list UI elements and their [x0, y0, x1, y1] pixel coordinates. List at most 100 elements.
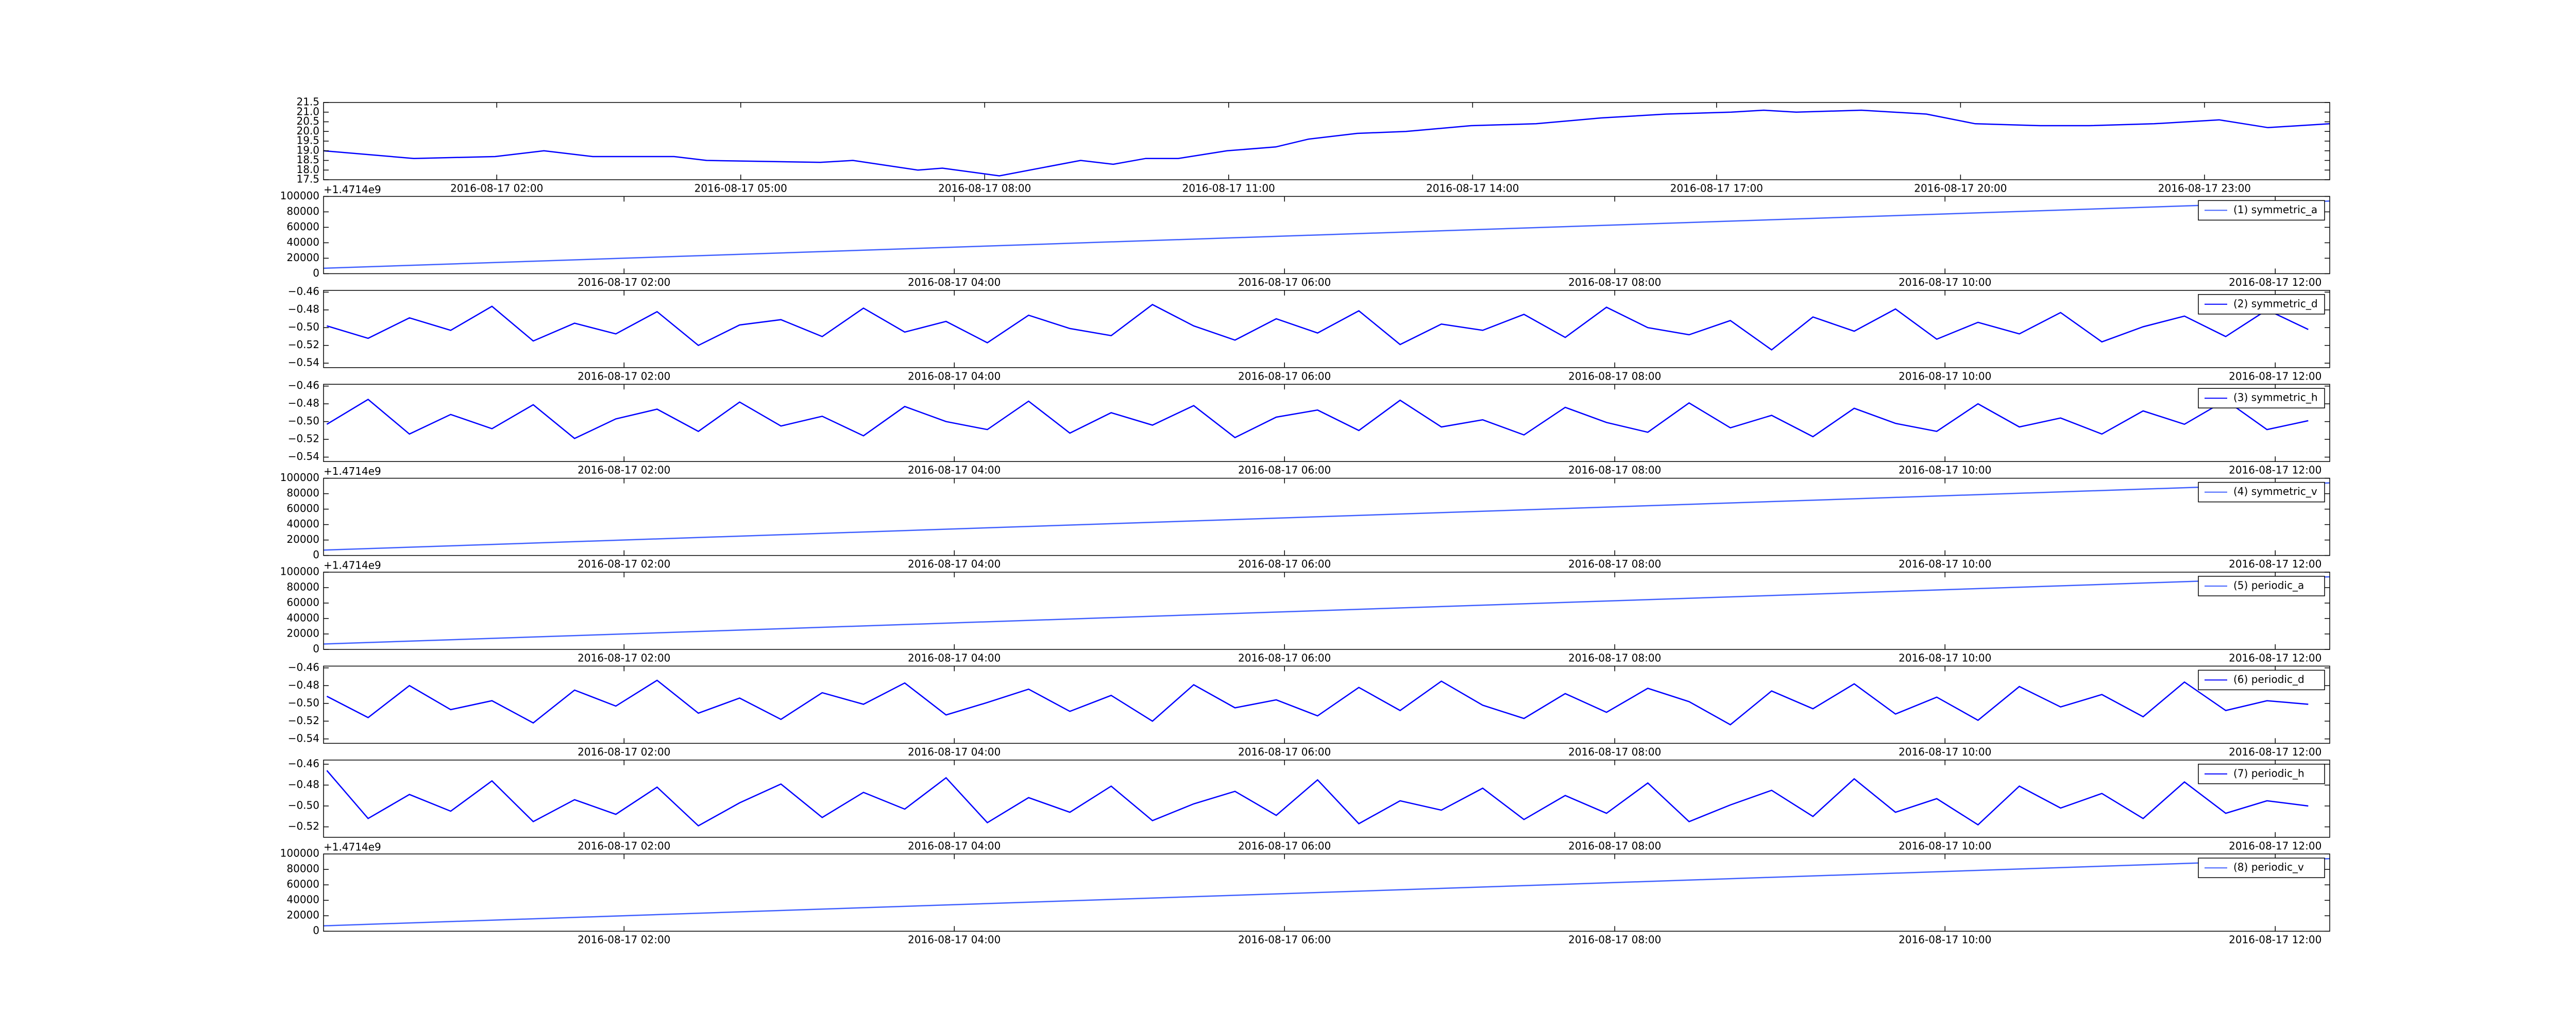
axes-frame [323, 572, 2330, 650]
axes-frame [323, 290, 2330, 368]
x-tick-label: 2016-08-17 04:00 [908, 746, 1001, 758]
axes-frame [323, 477, 2330, 556]
y-tick-label: 18.5 [296, 153, 319, 166]
series-line [323, 109, 2330, 177]
x-tick-label: 2016-08-17 12:00 [2229, 370, 2321, 382]
legend-label: (5) periodic_a [2233, 579, 2304, 592]
y-tick-label: 19.0 [296, 144, 319, 156]
x-tick-label: 2016-08-17 23:00 [2158, 182, 2251, 195]
series-line [326, 679, 2309, 726]
axes-frame [323, 102, 2330, 180]
offset-text: +1.4714e9 [324, 841, 381, 853]
series-line [323, 576, 2330, 645]
legend-box [2198, 388, 2325, 408]
x-tick-label: 2016-08-17 06:00 [1238, 652, 1331, 664]
y-tick-label: 17.5 [296, 173, 319, 185]
y-tick-label: −0.54 [288, 450, 319, 462]
x-tick-label: 2016-08-17 08:00 [1568, 652, 1661, 664]
x-tick-label: 2016-08-17 02:00 [578, 464, 670, 476]
x-tick-label: 2016-08-17 10:00 [1899, 558, 1991, 570]
x-tick-label: 2016-08-17 02:00 [578, 934, 670, 946]
axes-frame [323, 853, 2330, 932]
x-tick-label: 2016-08-17 06:00 [1238, 839, 1331, 852]
y-tick-label: −0.46 [288, 285, 319, 298]
y-tick-label: −0.50 [288, 799, 319, 811]
y-tick-label: −0.48 [288, 679, 319, 691]
x-tick-label: 2016-08-17 02:00 [578, 839, 670, 852]
y-tick-label: 100000 [280, 190, 319, 202]
x-tick-label: 2016-08-17 08:00 [1568, 934, 1661, 946]
y-tick-label: 0 [313, 924, 319, 937]
series-line [323, 200, 2330, 269]
y-tick-label: 40000 [286, 612, 319, 624]
series-line [326, 770, 2309, 827]
y-tick-label: 100000 [280, 471, 319, 484]
x-tick-label: 2016-08-17 04:00 [908, 839, 1001, 852]
x-tick-label: 2016-08-17 06:00 [1238, 276, 1331, 288]
x-tick-label: 2016-08-17 11:00 [1182, 182, 1275, 195]
y-tick-label: −0.46 [288, 379, 319, 391]
y-tick-label: −0.50 [288, 415, 319, 427]
x-tick-label: 2016-08-17 02:00 [578, 558, 670, 570]
x-tick-label: 2016-08-17 02:00 [450, 182, 543, 195]
x-tick-label: 2016-08-17 10:00 [1899, 652, 1991, 664]
x-tick-label: 2016-08-17 12:00 [2229, 746, 2321, 758]
y-tick-label: −0.46 [288, 757, 319, 769]
legend-label: (7) periodic_h [2233, 767, 2304, 779]
legend-label: (1) symmetric_a [2233, 203, 2317, 216]
x-tick-label: 2016-08-17 06:00 [1238, 746, 1331, 758]
x-tick-label: 2016-08-17 04:00 [908, 370, 1001, 382]
y-tick-label: −0.52 [288, 714, 319, 727]
y-tick-label: 20000 [286, 909, 319, 921]
y-tick-label: −0.52 [288, 820, 319, 832]
y-tick-label: −0.54 [288, 732, 319, 744]
y-tick-label: 80000 [286, 205, 319, 217]
y-tick-label: −0.48 [288, 303, 319, 315]
y-tick-label: −0.48 [288, 778, 319, 791]
x-tick-label: 2016-08-17 02:00 [578, 276, 670, 288]
y-tick-label: −0.54 [288, 356, 319, 369]
x-tick-label: 2016-08-17 02:00 [578, 746, 670, 758]
x-tick-label: 2016-08-17 08:00 [1568, 464, 1661, 476]
y-tick-label: 40000 [286, 894, 319, 906]
y-tick-label: 40000 [286, 518, 319, 530]
y-tick-label: 20000 [286, 251, 319, 264]
y-tick-label: −0.50 [288, 696, 319, 709]
legend-label: (8) periodic_v [2233, 861, 2304, 873]
y-tick-label: 0 [313, 643, 319, 655]
y-tick-label: −0.46 [288, 661, 319, 673]
y-tick-label: 0 [313, 548, 319, 561]
y-tick-label: −0.52 [288, 338, 319, 351]
series-line [326, 398, 2309, 439]
y-tick-label: 80000 [286, 487, 319, 499]
x-tick-label: 2016-08-17 10:00 [1899, 839, 1991, 852]
y-tick-label: −0.48 [288, 397, 319, 409]
x-tick-label: 2016-08-17 10:00 [1899, 370, 1991, 382]
x-tick-label: 2016-08-17 04:00 [908, 276, 1001, 288]
y-tick-label: 80000 [286, 581, 319, 593]
x-tick-label: 2016-08-17 08:00 [1568, 558, 1661, 570]
y-tick-label: 60000 [286, 502, 319, 514]
y-tick-label: 19.5 [296, 134, 319, 147]
y-tick-label: 21.0 [296, 105, 319, 117]
series-line [327, 303, 2309, 351]
axes-frame [323, 196, 2330, 274]
y-tick-label: 21.5 [296, 96, 319, 108]
x-tick-label: 2016-08-17 20:00 [1914, 182, 2007, 195]
x-tick-label: 2016-08-17 10:00 [1899, 746, 1991, 758]
x-tick-label: 2016-08-17 17:00 [1670, 182, 1763, 195]
axes-frame [323, 665, 2330, 744]
x-tick-label: 2016-08-17 12:00 [2229, 934, 2321, 946]
x-tick-label: 2016-08-17 10:00 [1899, 464, 1991, 476]
x-tick-label: 2016-08-17 10:00 [1899, 276, 1991, 288]
y-tick-label: −0.50 [288, 321, 319, 333]
y-tick-label: 0 [313, 267, 319, 279]
y-tick-label: 60000 [286, 596, 319, 609]
x-tick-label: 2016-08-17 02:00 [578, 370, 670, 382]
offset-text: +1.4714e9 [324, 559, 381, 572]
y-tick-label: 18.0 [296, 163, 319, 176]
y-tick-label: 100000 [280, 565, 319, 578]
y-tick-label: 80000 [286, 863, 319, 875]
y-tick-label: 20.5 [296, 115, 319, 127]
